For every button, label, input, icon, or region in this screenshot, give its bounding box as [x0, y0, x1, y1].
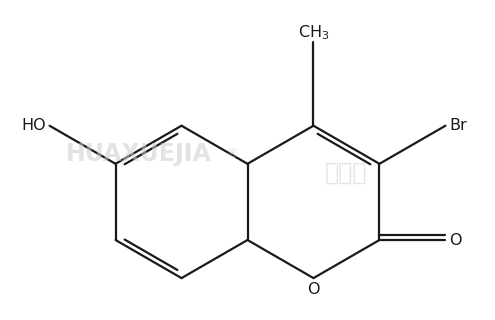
Text: HO: HO: [21, 118, 46, 133]
Text: ®: ®: [226, 147, 239, 160]
Text: HUAXUEJIA: HUAXUEJIA: [66, 141, 211, 166]
Text: Br: Br: [449, 118, 467, 133]
Text: CH$_3$: CH$_3$: [297, 23, 329, 42]
Text: 化学加: 化学加: [325, 161, 368, 185]
Text: O: O: [449, 233, 462, 247]
Text: O: O: [307, 282, 320, 297]
